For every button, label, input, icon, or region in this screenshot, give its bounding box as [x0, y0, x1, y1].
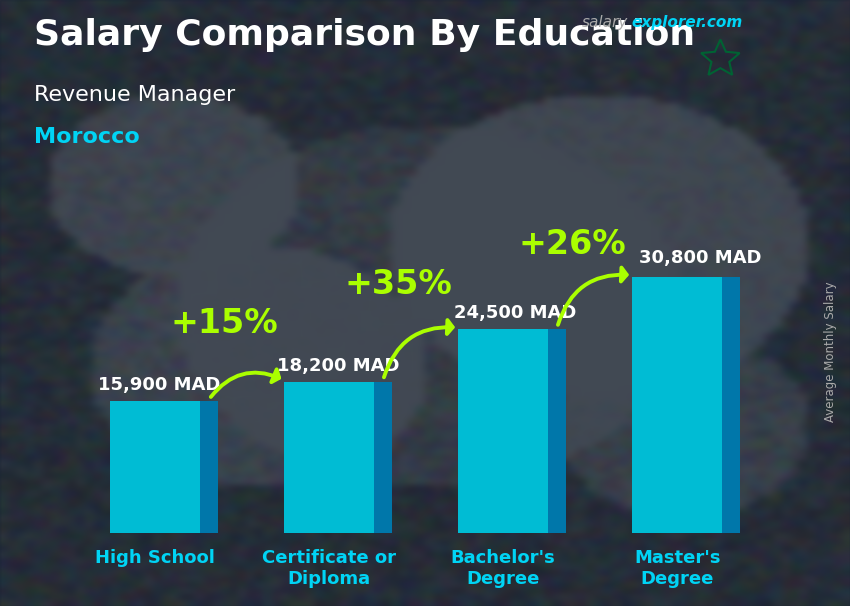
Bar — [110, 401, 201, 533]
Text: Average Monthly Salary: Average Monthly Salary — [824, 281, 837, 422]
Text: +15%: +15% — [171, 307, 279, 340]
Polygon shape — [201, 401, 218, 533]
Polygon shape — [375, 382, 392, 533]
Text: Revenue Manager: Revenue Manager — [34, 85, 235, 105]
Text: 15,900 MAD: 15,900 MAD — [98, 376, 220, 394]
Text: 30,800 MAD: 30,800 MAD — [639, 248, 762, 267]
Polygon shape — [548, 329, 566, 533]
Text: salary: salary — [582, 15, 628, 30]
Text: Salary Comparison By Education: Salary Comparison By Education — [34, 18, 695, 52]
Bar — [284, 382, 375, 533]
Bar — [632, 276, 722, 533]
Text: +35%: +35% — [345, 268, 453, 301]
Polygon shape — [722, 276, 740, 533]
Text: Morocco: Morocco — [34, 127, 139, 147]
Bar — [458, 329, 548, 533]
Text: 24,500 MAD: 24,500 MAD — [455, 304, 577, 322]
Text: 18,200 MAD: 18,200 MAD — [277, 357, 400, 375]
Text: +26%: +26% — [519, 228, 626, 261]
Text: explorer.com: explorer.com — [632, 15, 743, 30]
